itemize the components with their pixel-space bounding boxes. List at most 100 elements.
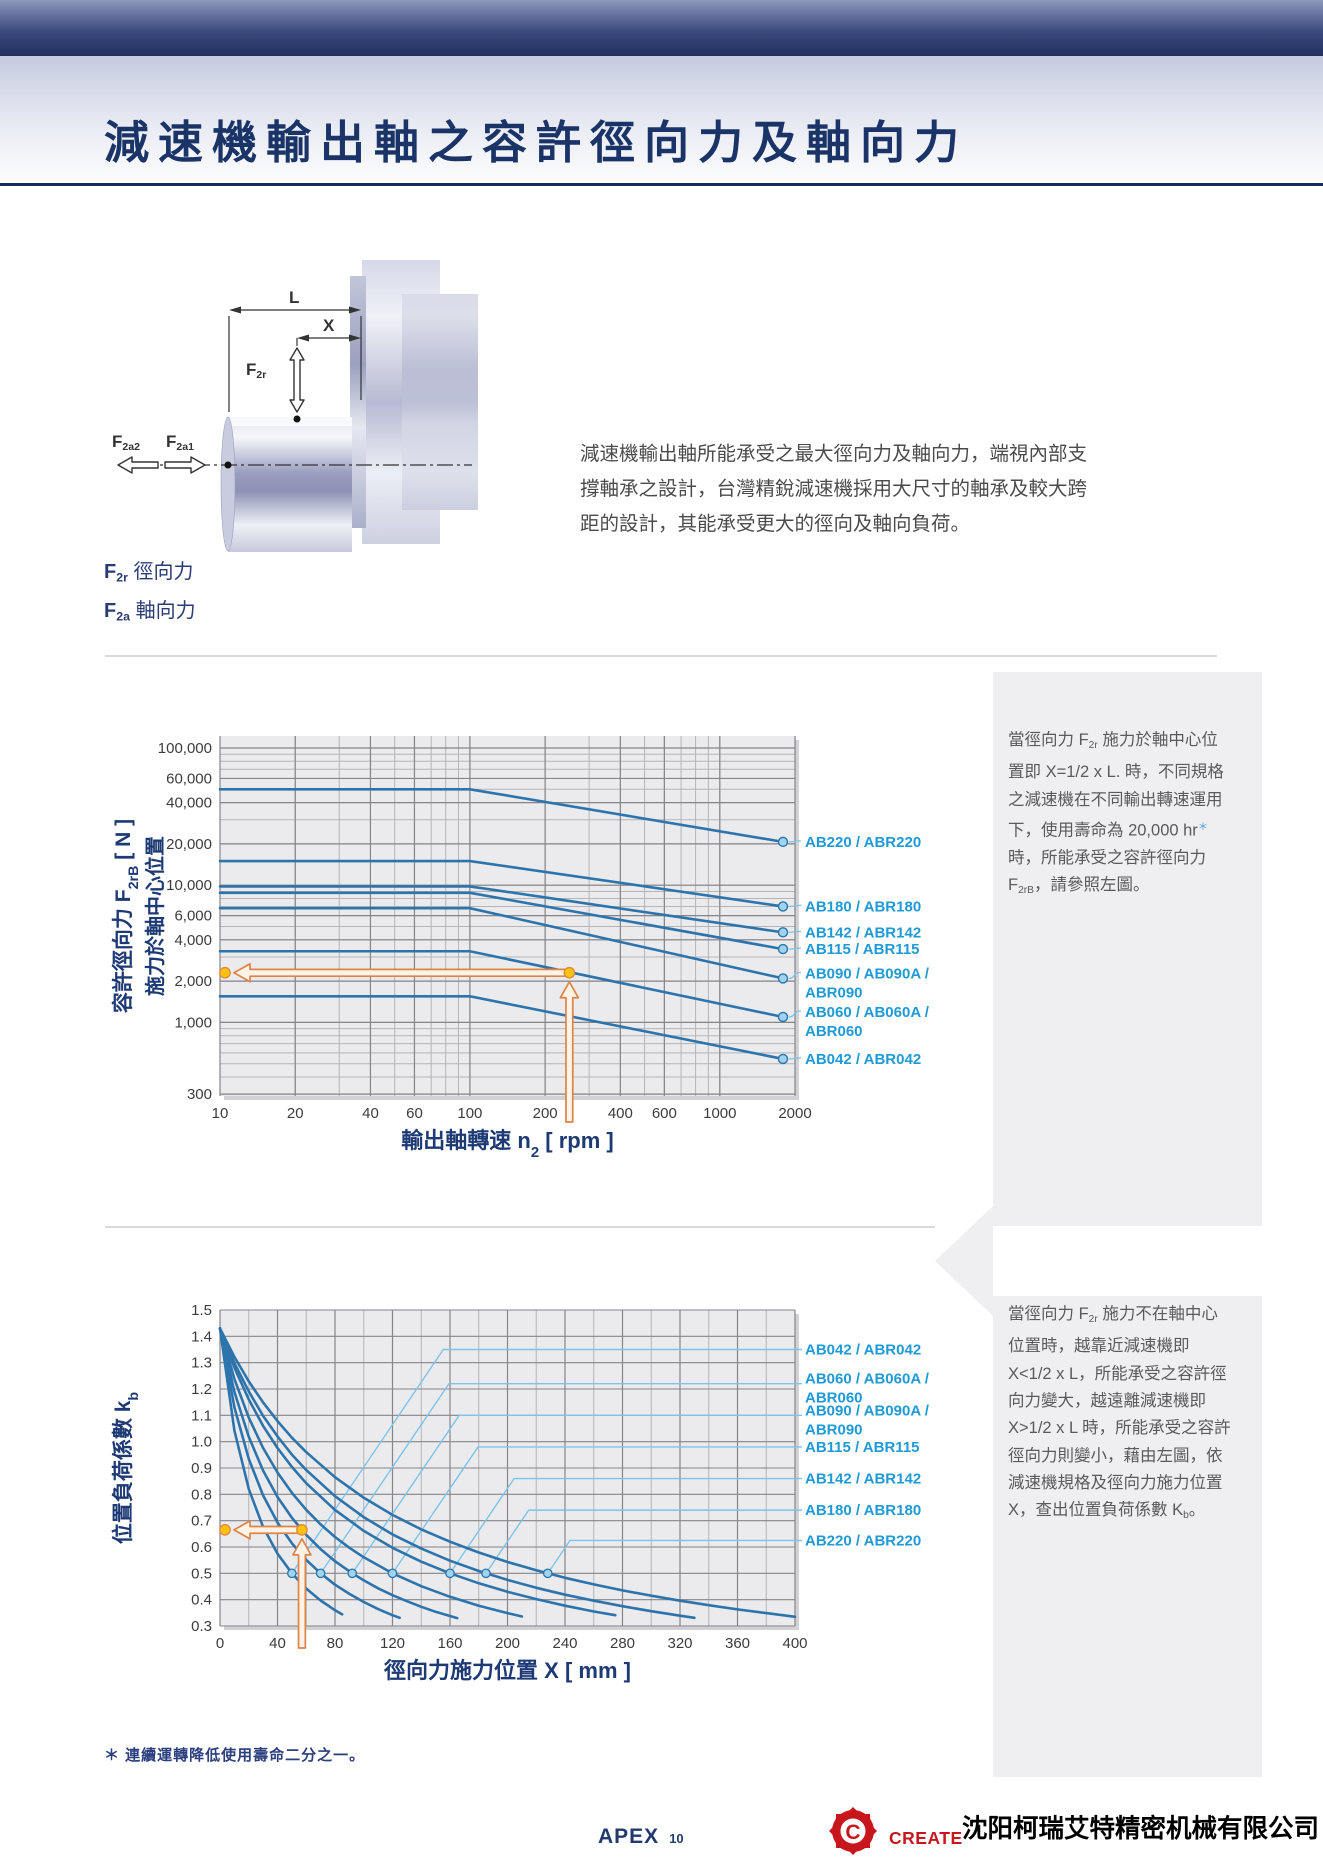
- y-tick-label: 1.3: [191, 1355, 212, 1372]
- x-tick-label: 240: [552, 1635, 577, 1652]
- footer-page-number: 10: [669, 1831, 684, 1846]
- series-label-AB142: AB142 / ABR142: [805, 1471, 921, 1488]
- curve-end-dot-AB220: [777, 836, 789, 848]
- y-tick-label: 60,000: [166, 770, 212, 787]
- create-logo-text: CREATE: [889, 1828, 963, 1848]
- y-tick-label: 20,000: [166, 836, 212, 853]
- note-line: 之減速機在不同輸出轉速運用: [1008, 790, 1223, 809]
- x-tick-label: 200: [495, 1635, 520, 1652]
- series-label-AB090: ABR090: [805, 984, 863, 1001]
- create-gear-logo-icon: C: [828, 1806, 878, 1856]
- note-line: 當徑向力 F2r 施力於軸中心位: [1008, 731, 1218, 752]
- note-line: 時，所能承受之容許徑向力: [1008, 848, 1206, 867]
- side-note-2: 當徑向力 F2r 施力不在軸中心 位置時，越靠近減速機即 X<1/2 x L，所…: [1008, 1301, 1254, 1530]
- annotation-arrow-vertical: [292, 1538, 312, 1649]
- series-label-AB180: AB180 / ABR180: [805, 898, 921, 915]
- dimension-x: [296, 334, 361, 346]
- legend-radial-force: F2r 徑向力: [104, 561, 194, 585]
- x-tick-label: 600: [652, 1105, 677, 1122]
- label-connector: [788, 947, 802, 950]
- x-tick-label: 10: [212, 1105, 229, 1122]
- x-tick-label: 400: [782, 1635, 807, 1652]
- y-axis-title: 位置負荷係數 kb: [111, 1392, 142, 1545]
- curve-dot-AB090: [347, 1568, 358, 1579]
- x-tick-label: 360: [725, 1635, 750, 1652]
- x-tick-label: 2000: [778, 1105, 811, 1122]
- curve-AB220: [218, 1327, 797, 1619]
- curve-AB115: [218, 1327, 524, 1618]
- y-tick-label: 40,000: [166, 795, 212, 812]
- x-tick-label: 80: [327, 1635, 344, 1652]
- intro-paragraph: 減速機輸出軸所能承受之最大徑向力及軸向力，端視內部支 撐軸承之設計，台灣精銳減速…: [580, 437, 1087, 542]
- curve-dot-AB042: [287, 1568, 297, 1579]
- curve-AB060: [218, 1327, 401, 1620]
- shaft-top-face: [228, 417, 352, 426]
- f2a1-label: F2a1: [166, 432, 194, 454]
- annotation-dot: [296, 1524, 308, 1536]
- annotation-dot: [219, 1524, 231, 1536]
- curve-dot-AB142: [445, 1568, 455, 1579]
- series-label-AB220: AB220 / ABR220: [805, 1532, 921, 1549]
- intro-line: 減速機輸出軸所能承受之最大徑向力及軸向力，端視內部支: [580, 443, 1088, 465]
- note-line: X>1/2 x L 時，所能承受之容許: [1008, 1419, 1231, 1438]
- note-line: X，查出位置負荷係數 Kb。: [1008, 1501, 1206, 1522]
- x-tick-label: 20: [287, 1105, 304, 1122]
- label-leader-AB142: [449, 1477, 802, 1574]
- gearbox-face-shade: [402, 294, 478, 510]
- x-tick-label: 40: [362, 1105, 379, 1122]
- title-zone: [0, 56, 1323, 183]
- x-tick-label: 400: [608, 1105, 633, 1122]
- force-legend: F2r 徑向力 F2a 軸向力: [104, 556, 196, 633]
- x-tick-label: 40: [269, 1635, 286, 1652]
- y-tick-label: 4,000: [174, 932, 212, 949]
- y-tick-label: 1.4: [191, 1328, 212, 1345]
- shaft: [228, 417, 352, 552]
- series-label-AB115: AB115 / ABR115: [805, 1439, 920, 1456]
- series-label-AB180: AB180 / ABR180: [805, 1502, 921, 1519]
- curve-AB042: [218, 1327, 344, 1616]
- y-tick-label: 0.9: [191, 1460, 212, 1477]
- x-tick-label: 60: [406, 1105, 423, 1122]
- dim-x-label: X: [323, 316, 335, 335]
- x-tick-label: 280: [610, 1635, 635, 1652]
- radial-force-capacity-chart: 10 20 40 60 100 200 400 600 1000 2000 100,000 60,00…: [111, 736, 930, 1161]
- flange: [350, 276, 366, 528]
- footnote: ＊ 連續運轉降低使用壽命二分之一。: [104, 1747, 366, 1764]
- y-tick-label: 1.2: [191, 1381, 212, 1398]
- y-tick-label: 0.5: [191, 1565, 212, 1582]
- curve-end-dot-AB090: [777, 973, 789, 984]
- label-connector: [788, 904, 802, 908]
- curve-dot-AB115: [387, 1568, 398, 1579]
- footer-brand: APEX 10: [598, 1825, 684, 1849]
- note-line: 當徑向力 F2r 施力不在軸中心: [1008, 1305, 1218, 1326]
- y-tick-label: 1.5: [191, 1302, 212, 1319]
- y-tick-label: 6,000: [174, 908, 212, 925]
- label-leader-AB220: [547, 1539, 802, 1574]
- shaft-end-face: [220, 416, 236, 552]
- force-point-dot: [293, 415, 301, 423]
- annotation-arrow-horizontal: [233, 962, 571, 983]
- annotation-arrow-horizontal: [233, 1520, 303, 1540]
- f2r-label: F2r: [246, 360, 267, 382]
- output-shaft-diagram: [117, 260, 478, 552]
- curve-AB042: [218, 994, 785, 1061]
- label-leader-AB115: [391, 1446, 802, 1574]
- curve-AB115: [218, 891, 785, 951]
- y-tick-label: 300: [187, 1086, 212, 1103]
- x-axis-title: 輸出軸轉速 n2 [ rpm ]: [401, 1128, 613, 1161]
- shaft-center-dot: [224, 461, 232, 469]
- series-label-AB090: AB090 / AB090A /: [805, 1402, 930, 1419]
- curve-AB220: [218, 788, 785, 844]
- curve-end-dot-AB142: [777, 927, 789, 938]
- label-leader-AB180: [485, 1509, 802, 1574]
- x-tick-label: 100: [457, 1105, 482, 1122]
- note-line: 徑向力則變小，藉由左圖，依: [1008, 1446, 1223, 1465]
- y-tick-label: 2,000: [174, 973, 212, 990]
- curve-end-dot-AB115: [777, 943, 789, 955]
- y-tick-label: 100,000: [158, 740, 212, 757]
- x-axis-title: 徑向力施力位置 X [ mm ]: [383, 1658, 631, 1683]
- curve-dot-AB220: [542, 1568, 553, 1579]
- y-tick-label: 0.3: [191, 1618, 212, 1635]
- series-label-AB060: AB060 / AB060A /: [805, 1004, 930, 1021]
- curve-AB142: [218, 885, 785, 934]
